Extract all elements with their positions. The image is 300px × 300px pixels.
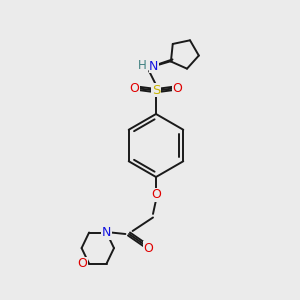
Text: O: O [144,242,153,255]
Text: O: O [78,257,87,270]
Text: H: H [137,58,146,72]
Text: S: S [152,83,160,97]
Text: O: O [173,82,182,95]
Text: O: O [130,82,139,95]
Text: N: N [102,226,111,239]
Text: O: O [151,188,161,202]
Text: N: N [149,59,159,73]
